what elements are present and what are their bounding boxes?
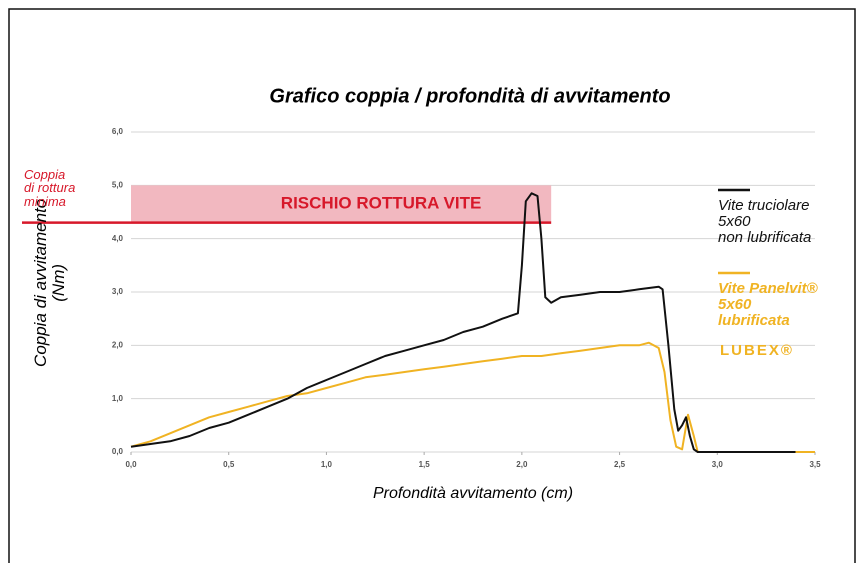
y-tick-label: 5,0 bbox=[112, 180, 124, 189]
threshold-label: Coppia di rottura minima bbox=[24, 166, 76, 209]
x-tick-label: 2,0 bbox=[516, 460, 528, 469]
x-tick-label: 3,0 bbox=[712, 460, 724, 469]
y-tick-label: 1,0 bbox=[112, 394, 124, 403]
y-tick-label: 3,0 bbox=[112, 287, 124, 296]
legend-entry: Vite Panelvit® 5x60 lubrificata bbox=[718, 280, 818, 329]
x-tick-label: 2,5 bbox=[614, 460, 626, 469]
x-tick-label: 0,0 bbox=[125, 460, 137, 469]
risk-band-label: RISCHIO ROTTURA VITE bbox=[281, 193, 482, 212]
series-line bbox=[130, 341, 815, 453]
x-tick-label: 0,5 bbox=[223, 460, 235, 469]
x-tick-label: 1,0 bbox=[321, 460, 333, 469]
legend-entry: Vite truciolare 5x60 non lubrificata bbox=[718, 197, 812, 246]
y-tick-label: 2,0 bbox=[112, 340, 124, 349]
chart-title: Grafico coppia / profondità di avvitamen… bbox=[269, 85, 670, 107]
x-tick-label: 1,5 bbox=[419, 460, 431, 469]
series-line bbox=[130, 192, 796, 453]
y-tick-label: 0,0 bbox=[112, 447, 124, 456]
risk-band bbox=[131, 185, 552, 223]
y-tick-label: 6,0 bbox=[112, 127, 124, 136]
frame bbox=[8, 8, 856, 563]
logo: LUBEX® bbox=[720, 342, 794, 359]
y-tick-label: 4,0 bbox=[112, 234, 124, 243]
x-axis-label: Profondità avvitamento (cm) bbox=[373, 485, 573, 502]
x-tick-label: 3,5 bbox=[809, 460, 821, 469]
